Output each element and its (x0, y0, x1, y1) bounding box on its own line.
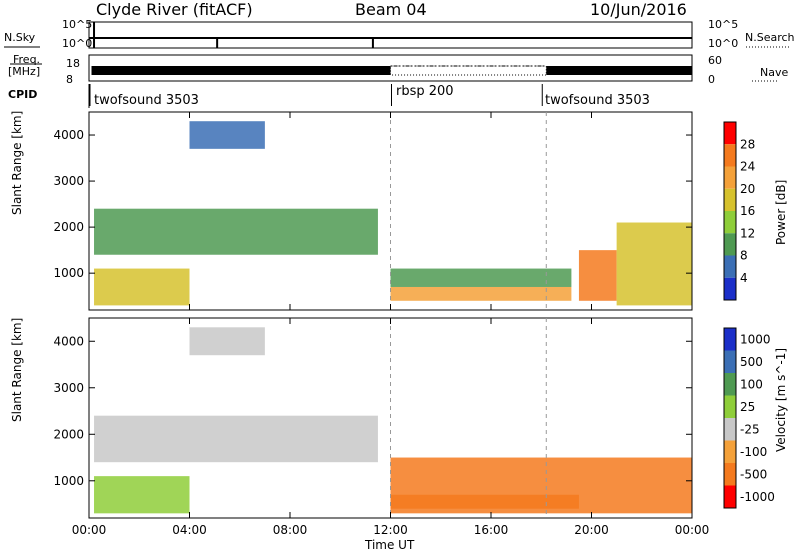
data-region (616, 222, 692, 306)
station-title: Clyde River (fitACF) (96, 0, 253, 19)
data-region (189, 327, 265, 356)
colorbar-tick-label: -1000 (740, 490, 775, 504)
colorbar-swatch (724, 255, 736, 278)
colorbar-swatch (724, 373, 736, 396)
y-tick-label: 2000 (53, 427, 84, 441)
x-tick-label: 08:00 (273, 523, 308, 537)
nsky-tick-top: 10^5 (62, 18, 93, 31)
x-tick-label: 00:00 (675, 523, 710, 537)
colorbar-tick-label: 4 (740, 271, 748, 285)
nave-tick-top: 60 (708, 54, 722, 67)
colorbar-tick-label: -100 (740, 445, 767, 459)
velocity-panel: 1000 2000 3000 4000 1000 500 100 25 -25 -100 -500 -… (53, 317, 775, 537)
colorbar-tick-label: 28 (740, 137, 755, 151)
x-tick-label: 00:00 (72, 523, 107, 537)
data-region (94, 476, 190, 514)
colorbar-swatch (724, 350, 736, 373)
data-region (578, 250, 617, 301)
data-region (94, 208, 378, 255)
data-region (94, 268, 190, 306)
colorbar-swatch (724, 328, 736, 351)
power-ylabel: Slant Range [km] (10, 110, 24, 215)
x-tick-label: 12:00 (373, 523, 408, 537)
data-region (390, 494, 579, 509)
colorbar-frame (723, 121, 737, 301)
colorbar-frame (723, 327, 737, 509)
y-tick-label: 4000 (53, 128, 84, 142)
y-tick-label: 4000 (53, 334, 84, 348)
nsky-tick-bottom: 10^0 (62, 37, 93, 50)
velocity-colorbar-label: Velocity [m s^-1] (774, 347, 788, 452)
freq-tick-top: 18 (66, 57, 80, 70)
cpid-segment-3: twofsound 3503 (545, 93, 650, 108)
freq-label-line2: [MHz] (8, 65, 41, 78)
data-region (390, 286, 572, 301)
x-tick-label: 20:00 (574, 523, 609, 537)
colorbar-tick-label: 8 (740, 249, 748, 263)
nave-tick-bottom: 0 (708, 73, 715, 86)
y-tick-label: 3000 (53, 174, 84, 188)
colorbar-swatch (724, 485, 736, 508)
colorbar-tick-label: 1000 (740, 332, 771, 346)
colorbar-swatch (724, 122, 736, 145)
y-tick-label: 2000 (53, 220, 84, 234)
freq-band-rbsp (390, 65, 547, 76)
nsearch-label: N.Search (745, 31, 795, 44)
cpid-segment-2: rbsp 200 (396, 84, 454, 99)
date-title: 10/Jun/2016 (590, 0, 687, 19)
freq-label-line1: Freq. (13, 53, 41, 66)
beam-title: Beam 04 (355, 0, 427, 19)
colorbar-swatch (724, 418, 736, 441)
power-colorbar-label: Power [dB] (774, 179, 788, 245)
data-region (94, 415, 378, 463)
colorbar-swatch (724, 166, 736, 189)
x-tick-label: 04:00 (172, 523, 207, 537)
cpid-label: CPID (8, 88, 38, 101)
colorbar-swatch (724, 211, 736, 234)
power-panel: 1000 2000 3000 4000 28 24 20 16 12 8 4 (53, 111, 755, 311)
y-tick-label: 3000 (53, 381, 84, 395)
nsky-label: N.Sky (4, 31, 36, 44)
colorbar-tick-label: 20 (740, 182, 755, 196)
velocity-ylabel: Slant Range [km] (10, 317, 24, 422)
colorbar-tick-label: 25 (740, 400, 755, 414)
cpid-segment-1: twofsound 3503 (94, 93, 199, 108)
status-panels (4, 21, 790, 108)
freq-band-1 (91, 66, 391, 75)
data-region (189, 121, 265, 149)
x-tick-label: 16:00 (474, 523, 509, 537)
freq-tick-bottom: 8 (66, 73, 73, 86)
colorbar-swatch (724, 188, 736, 211)
colorbar-tick-label: 24 (740, 160, 755, 174)
y-tick-label: 1000 (53, 474, 84, 488)
nsearch-tick-bottom: 10^0 (708, 37, 739, 50)
data-region (390, 268, 572, 287)
colorbar-swatch (724, 440, 736, 463)
colorbar-swatch (724, 144, 736, 167)
colorbar-swatch (724, 277, 736, 300)
colorbar-tick-label: 100 (740, 377, 763, 391)
freq-band-2 (546, 66, 692, 75)
colorbar-tick-label: 16 (740, 204, 755, 218)
nsearch-tick-top: 10^5 (708, 18, 739, 31)
colorbar-swatch (724, 395, 736, 418)
x-axis-label: Time UT (365, 538, 415, 552)
colorbar-swatch (724, 463, 736, 486)
colorbar-tick-label: -25 (740, 422, 760, 436)
nsky-frame (88, 21, 693, 49)
colorbar-tick-label: 500 (740, 355, 763, 369)
colorbar-tick-label: -500 (740, 467, 767, 481)
colorbar-tick-label: 12 (740, 226, 755, 240)
y-tick-label: 1000 (53, 266, 84, 280)
colorbar-swatch (724, 233, 736, 256)
nave-label: Nave (760, 66, 789, 79)
